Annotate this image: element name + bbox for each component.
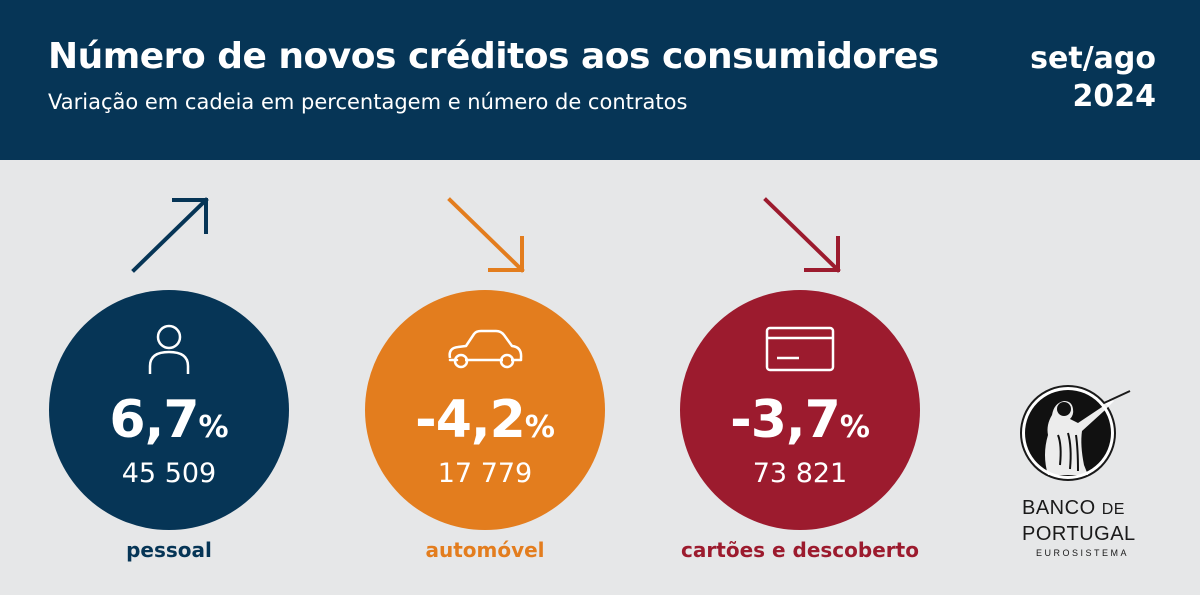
- logo-de: DE: [1101, 501, 1125, 518]
- stat-circle-cartoes: -3,7% 73 821: [680, 290, 920, 530]
- down-arrow-icon: [760, 194, 844, 276]
- change-value: -3,7%: [730, 390, 870, 450]
- category-label-automovel: automóvel: [425, 538, 545, 562]
- logo-eurosistema: EUROSISTEMA: [1036, 548, 1130, 558]
- page-subtitle: Variação em cadeia em percentagem e núme…: [48, 90, 688, 114]
- contracts-count: 45 509: [121, 458, 217, 489]
- stat-circle-pessoal: 6,7% 45 509: [49, 290, 289, 530]
- period-months: set/ago: [1030, 41, 1156, 76]
- bank-emblem-icon: [1018, 385, 1134, 489]
- person-icon: [147, 322, 191, 380]
- header-banner: Número de novos créditos aos consumidore…: [0, 0, 1200, 160]
- change-value: -4,2%: [415, 390, 555, 450]
- contracts-count: 73 821: [752, 458, 848, 489]
- down-arrow-icon: [444, 194, 528, 276]
- contracts-count: 17 779: [437, 458, 533, 489]
- period-label: set/ago 2024: [1030, 40, 1156, 116]
- category-label-cartoes: cartões e descoberto: [681, 538, 919, 562]
- period-year: 2024: [1072, 79, 1157, 114]
- change-value: 6,7%: [109, 390, 229, 450]
- stat-circle-automovel: -4,2% 17 779: [365, 290, 605, 530]
- up-arrow-icon: [128, 194, 212, 276]
- category-label-pessoal: pessoal: [126, 538, 212, 562]
- logo-banco: BANCO: [1022, 497, 1096, 519]
- credit-card-icon: [765, 326, 835, 376]
- page-title: Número de novos créditos aos consumidore…: [48, 36, 939, 77]
- car-icon: [444, 328, 526, 376]
- bank-logo-text: BANCO DE PORTUGAL EUROSISTEMA: [1022, 496, 1136, 558]
- logo-portugal: PORTUGAL: [1022, 523, 1136, 545]
